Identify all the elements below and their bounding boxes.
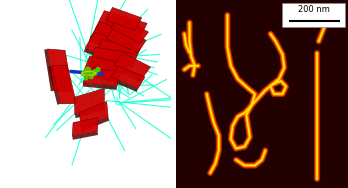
Polygon shape [74, 88, 104, 115]
Polygon shape [114, 53, 150, 79]
Polygon shape [83, 68, 121, 86]
Polygon shape [84, 48, 124, 66]
Polygon shape [104, 20, 135, 34]
Polygon shape [83, 56, 125, 79]
Polygon shape [105, 39, 138, 56]
Polygon shape [83, 83, 117, 90]
Polygon shape [110, 77, 138, 92]
Polygon shape [94, 29, 138, 46]
Polygon shape [106, 26, 146, 53]
Polygon shape [48, 49, 72, 92]
Circle shape [92, 70, 97, 75]
Polygon shape [111, 17, 149, 43]
Polygon shape [72, 131, 98, 140]
Polygon shape [89, 47, 132, 69]
FancyBboxPatch shape [282, 3, 346, 27]
Polygon shape [94, 55, 133, 68]
Polygon shape [52, 65, 77, 104]
Polygon shape [105, 7, 142, 30]
Polygon shape [95, 39, 140, 64]
Polygon shape [89, 38, 130, 57]
Circle shape [85, 67, 91, 74]
Circle shape [82, 71, 85, 75]
Circle shape [96, 67, 100, 72]
Text: 200 nm: 200 nm [298, 5, 330, 14]
Polygon shape [75, 106, 105, 118]
Polygon shape [111, 66, 145, 88]
Polygon shape [112, 65, 142, 82]
Polygon shape [95, 11, 147, 42]
Polygon shape [90, 22, 140, 54]
Polygon shape [81, 117, 109, 131]
Polygon shape [72, 118, 98, 136]
Polygon shape [85, 32, 133, 62]
Polygon shape [82, 72, 118, 83]
Polygon shape [109, 28, 140, 47]
Polygon shape [89, 64, 126, 73]
Polygon shape [48, 66, 61, 105]
Polygon shape [44, 49, 54, 91]
Polygon shape [79, 102, 108, 128]
Circle shape [85, 76, 88, 80]
Circle shape [89, 74, 93, 79]
